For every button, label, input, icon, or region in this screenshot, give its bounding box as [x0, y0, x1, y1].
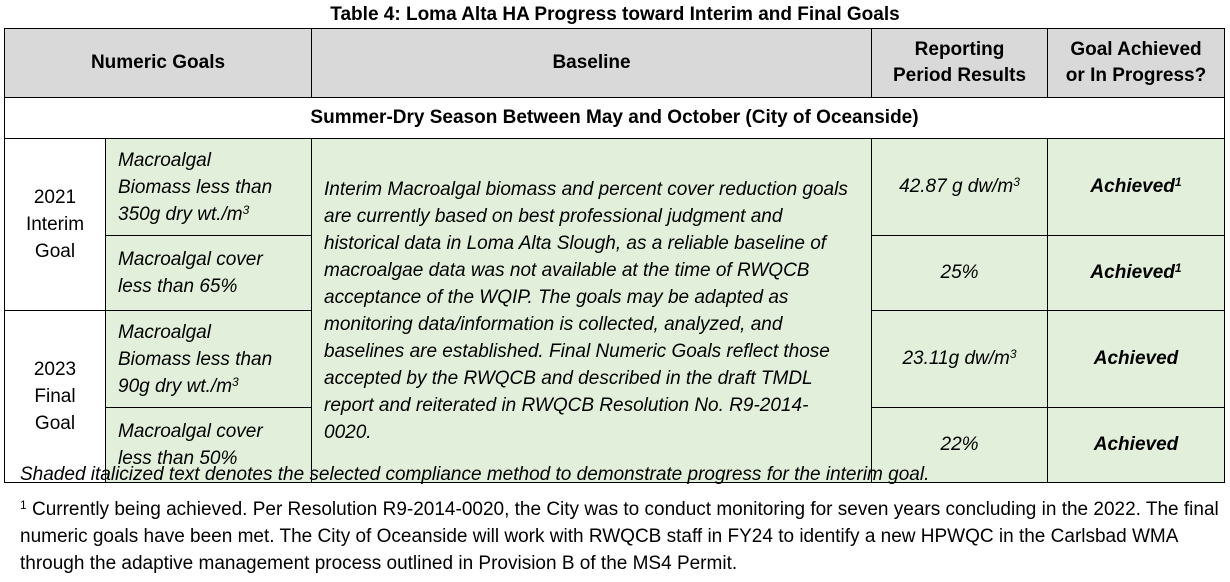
goal-line: Biomass less than: [118, 176, 273, 198]
goal-line: 90g dry wt./m: [118, 375, 233, 397]
result-value: 23.11g dw/m: [902, 348, 1010, 369]
goal-cell: Macroalgal Biomass less than 90g dry wt.…: [104, 310, 313, 408]
shading-note: Shaded italicized text denotes the selec…: [20, 464, 930, 485]
baseline-text: Interim Macroalgal biomass and percent c…: [311, 138, 873, 483]
table-row: Macroalgal cover less than 50% 22% Achie…: [5, 407, 1226, 483]
final-year: 2023: [33, 359, 77, 380]
status-cell: Achieved1: [1047, 235, 1226, 311]
footnote-text: Currently being achieved. Per Resolution…: [20, 499, 1219, 574]
result-cell: 25%: [871, 235, 1049, 311]
status-cell: Achieved1: [1047, 138, 1226, 236]
table-row: Macroalgal cover less than 65% 25% Achie…: [5, 235, 1226, 311]
goal-line: Macroalgal: [118, 321, 211, 343]
interim-year: 2021: [33, 187, 77, 208]
header-status-line2: or In Progress?: [1065, 65, 1207, 86]
result-value: 42.87 g dw/m: [899, 176, 1014, 197]
header-results-line1: Reporting: [914, 39, 1005, 60]
final-label2: Goal: [34, 413, 76, 434]
result-cell: 23.11g dw/m3: [871, 310, 1049, 408]
status-value: Achieved: [1090, 262, 1175, 283]
table-row: 2023 Final Goal Macroalgal Biomass less …: [4, 310, 1226, 483]
status-footnote-ref: 1: [1174, 261, 1182, 275]
goal-line: Macroalgal cover: [118, 421, 263, 442]
result-value: 25%: [940, 262, 979, 283]
status-cell: Achieved: [1047, 407, 1226, 483]
goal-line: less than 50%: [118, 448, 238, 469]
interim-goal-label: 2021 Interim Goal: [4, 138, 106, 311]
final-goal-label: 2023 Final Goal: [4, 310, 106, 483]
status-value: Achieved: [1093, 434, 1179, 455]
status-value: Achieved: [1090, 176, 1175, 197]
goal-superscript: 3: [232, 374, 239, 389]
header-results-line2: Period Results: [892, 65, 1027, 86]
result-superscript: 3: [1009, 347, 1017, 361]
result-superscript: 3: [1013, 175, 1020, 189]
season-label: Summer-Dry Season Between May and Octobe…: [3, 97, 1226, 139]
header-baseline: Baseline: [311, 28, 873, 98]
progress-table: Numeric Goals Baseline Reporting Period …: [3, 28, 1226, 483]
goal-line: less than 65%: [118, 276, 238, 297]
status-cell: Achieved: [1047, 310, 1226, 408]
goal-superscript: 3: [242, 202, 250, 217]
final-label1: Final: [34, 386, 76, 407]
header-status: Goal Achieved or In Progress?: [1047, 28, 1226, 98]
goal-line: Macroalgal: [118, 149, 211, 171]
interim-label2: Goal: [34, 241, 76, 262]
season-row: Summer-Dry Season Between May and Octobe…: [3, 97, 1226, 139]
status-footnote-ref: 1: [1174, 175, 1182, 189]
interim-label1: Interim: [25, 214, 85, 235]
result-value: 22%: [940, 434, 979, 455]
table-row: 2021 Interim Goal Macroalgal Biomass les…: [4, 138, 1226, 483]
footnote-marker: 1: [20, 498, 27, 512]
status-value: Achieved: [1093, 348, 1179, 369]
goal-line: 350g dry wt./m: [118, 203, 243, 225]
result-cell: 42.87 g dw/m3: [871, 138, 1049, 236]
goal-line: Macroalgal cover: [118, 249, 263, 270]
goal-cell: Macroalgal cover less than 65%: [104, 235, 313, 311]
footnote: 1 Currently being achieved. Per Resoluti…: [20, 496, 1220, 577]
goal-cell: Macroalgal cover less than 50%: [104, 407, 313, 483]
goal-line: Biomass less than: [118, 348, 273, 370]
header-results: Reporting Period Results: [871, 28, 1049, 98]
result-cell: 22%: [871, 407, 1049, 483]
header-status-line1: Goal Achieved: [1070, 39, 1202, 60]
header-row: Numeric Goals Baseline Reporting Period …: [3, 28, 1226, 98]
goal-cell: Macroalgal Biomass less than 350g dry wt…: [104, 138, 313, 236]
table-title: Table 4: Loma Alta HA Progress toward In…: [330, 4, 900, 25]
header-numeric-goals: Numeric Goals: [3, 28, 313, 98]
